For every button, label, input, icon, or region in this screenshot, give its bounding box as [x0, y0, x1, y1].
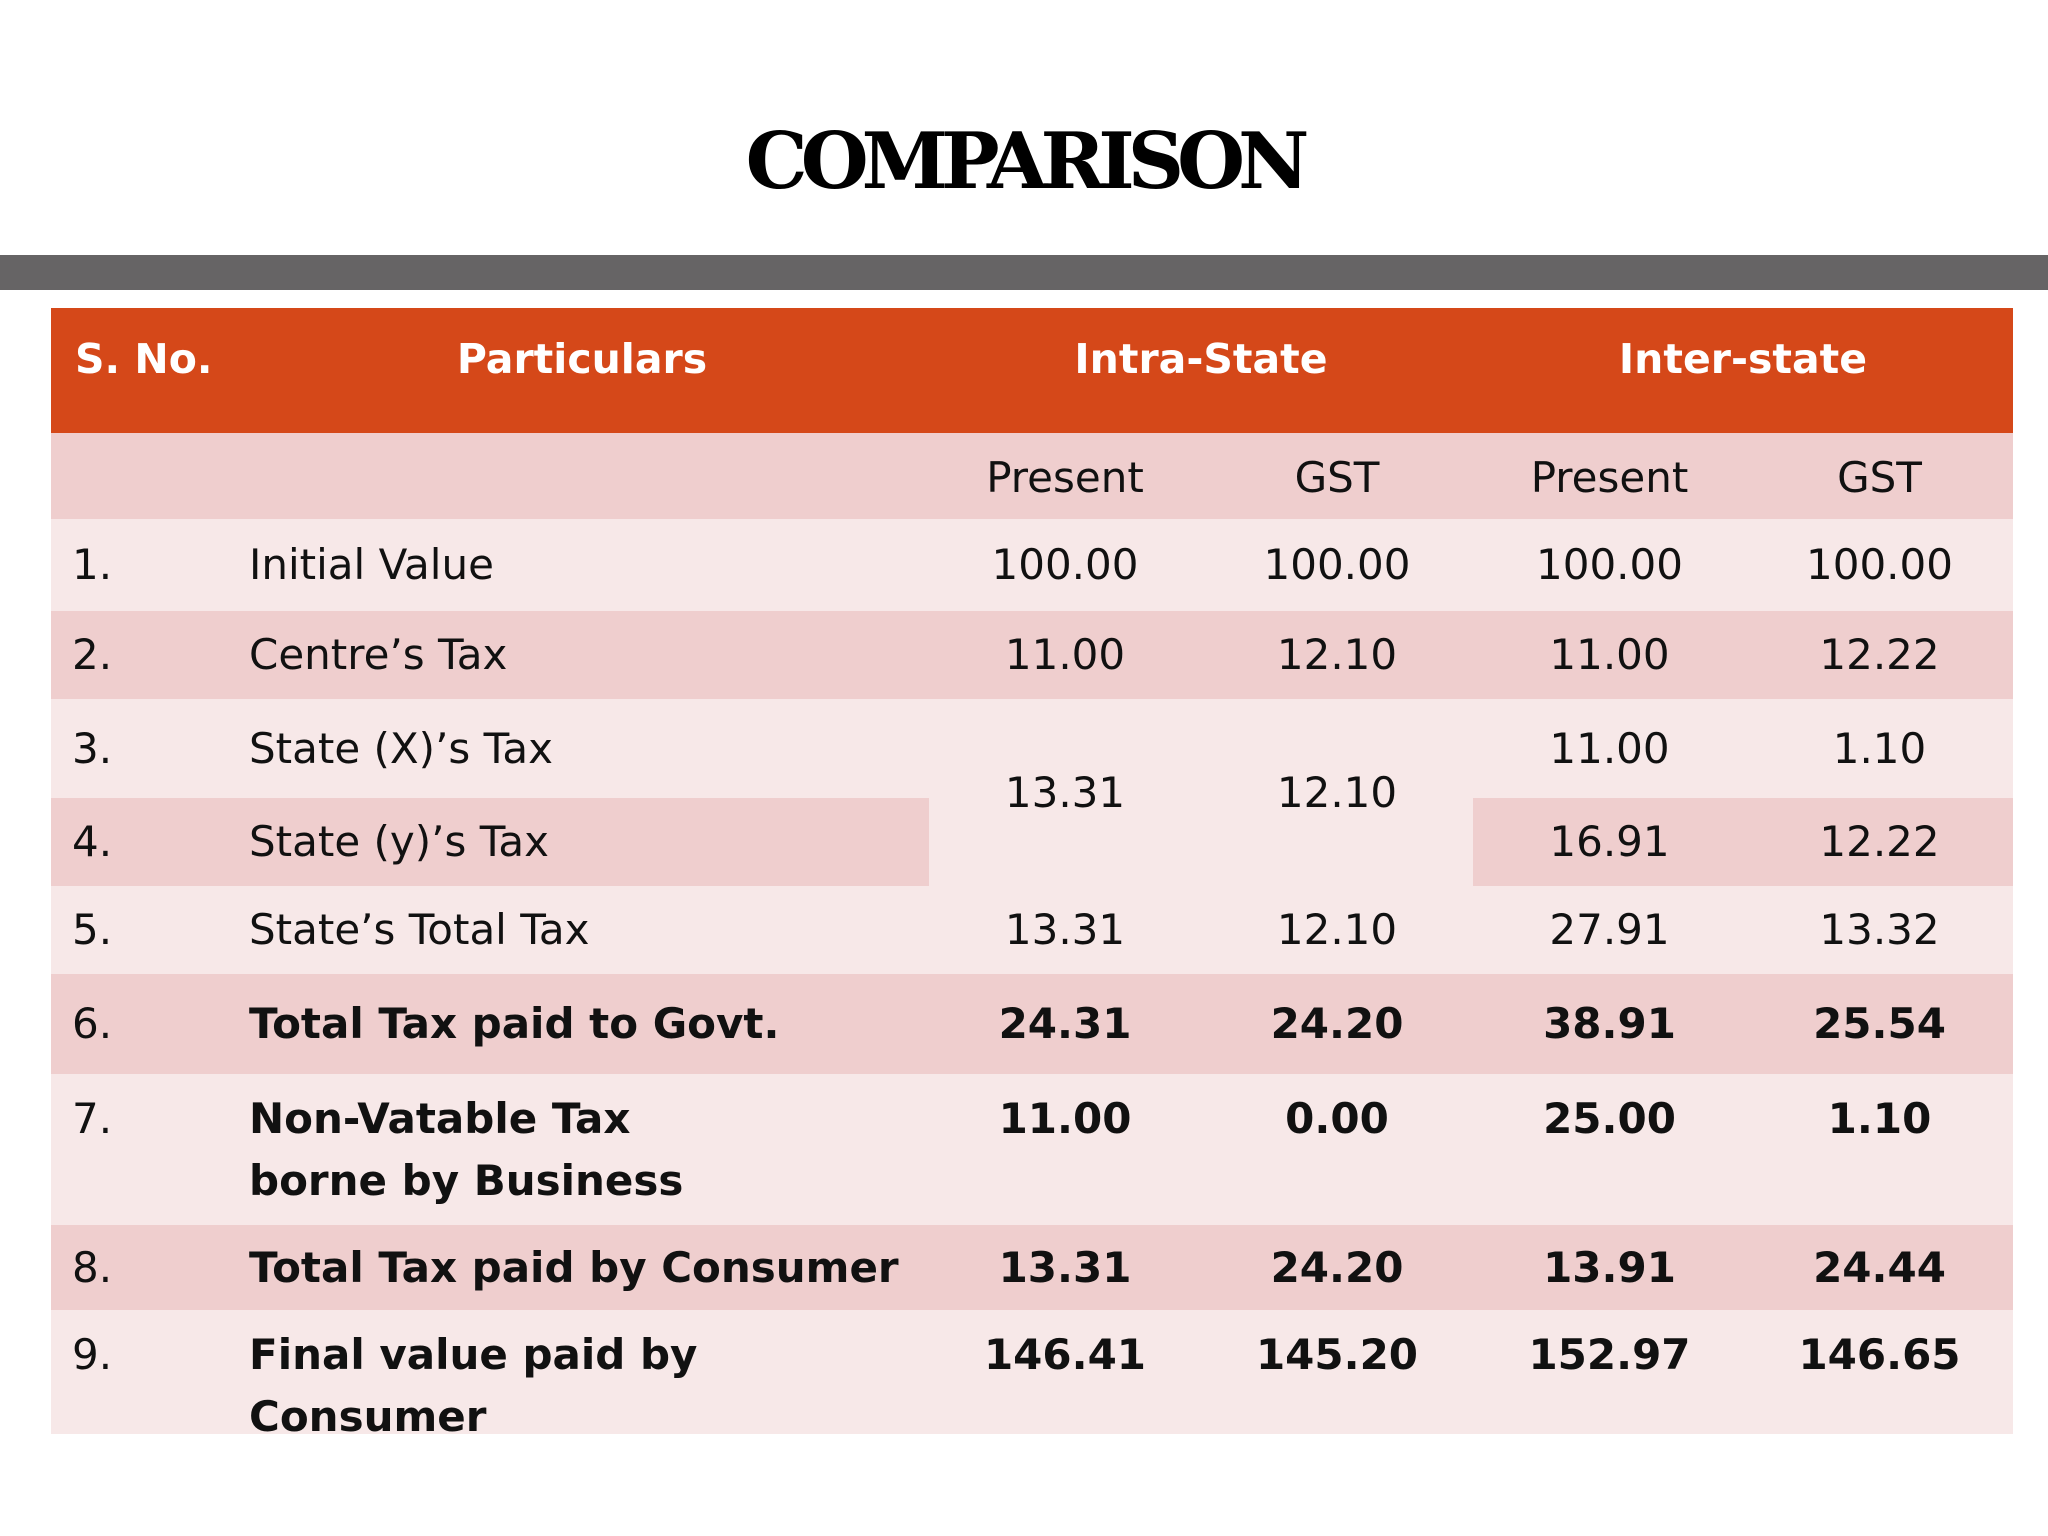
row-5-label: State’s Total Tax	[235, 886, 929, 974]
row-9-inter-gst: 146.65	[1746, 1310, 2013, 1434]
row-6-sno: 6.	[51, 974, 235, 1074]
row-5-inter-present: 27.91	[1473, 886, 1746, 974]
row-9-sno: 9.	[51, 1310, 235, 1434]
subheader-empty-particulars	[235, 433, 929, 519]
row-3-label: State (X)’s Tax	[235, 699, 929, 798]
subheader-intra-present: Present	[929, 433, 1201, 519]
row-5-intra-present: 13.31	[929, 886, 1201, 974]
row-1-label: Initial Value	[235, 519, 929, 611]
row-9-label: Final value paid by Consumer	[235, 1310, 929, 1441]
row-2-intra-present: 11.00	[929, 611, 1201, 699]
row-7-intra-gst: 0.00	[1201, 1074, 1473, 1225]
row-4-label: State (y)’s Tax	[235, 798, 929, 886]
row-7-inter-gst: 1.10	[1746, 1074, 2013, 1225]
row-2-intra-gst: 12.10	[1201, 611, 1473, 699]
row-8-sno: 8.	[51, 1225, 235, 1310]
row-5-inter-gst: 13.32	[1746, 886, 2013, 974]
row-1-intra-gst: 100.00	[1201, 519, 1473, 611]
header-inter-state: Inter-state	[1473, 308, 2013, 433]
row-2-inter-gst: 12.22	[1746, 611, 2013, 699]
row-9-intra-gst: 145.20	[1201, 1310, 1473, 1434]
subheader-inter-gst: GST	[1746, 433, 2013, 519]
row-8-intra-gst: 24.20	[1201, 1225, 1473, 1310]
comparison-table: S. No. Particulars Intra-State Inter-sta…	[51, 308, 2013, 1441]
row-6-inter-present: 38.91	[1473, 974, 1746, 1074]
row-5-intra-gst: 12.10	[1201, 886, 1473, 974]
slide-title: COMPARISON	[745, 116, 1310, 207]
title-divider-bar	[0, 255, 2048, 290]
row-7-inter-present: 25.00	[1473, 1074, 1746, 1225]
row-2-label: Centre’s Tax	[235, 611, 929, 699]
row-4-sno: 4.	[51, 798, 235, 886]
row-9-intra-present: 146.41	[929, 1310, 1201, 1434]
row-3-inter-present: 11.00	[1473, 699, 1746, 798]
row-3-sno: 3.	[51, 699, 235, 798]
row-1-inter-present: 100.00	[1473, 519, 1746, 611]
state-tax-merged-intra-present: 13.31	[929, 699, 1201, 886]
row-5-sno: 5.	[51, 886, 235, 974]
row-6-label: Total Tax paid to Govt.	[235, 974, 929, 1074]
row-8-label: Total Tax paid by Consumer	[235, 1225, 929, 1310]
state-tax-merged-intra-gst: 12.10	[1201, 699, 1473, 886]
row-1-inter-gst: 100.00	[1746, 519, 2013, 611]
row-7-sno: 7.	[51, 1074, 235, 1225]
row-2-inter-present: 11.00	[1473, 611, 1746, 699]
row-7-label: Non-Vatable Tax borne by Business	[235, 1074, 929, 1225]
row-6-intra-gst: 24.20	[1201, 974, 1473, 1074]
subheader-inter-present: Present	[1473, 433, 1746, 519]
row-3-inter-gst: 1.10	[1746, 699, 2013, 798]
row-2-sno: 2.	[51, 611, 235, 699]
row-9-inter-present: 152.97	[1473, 1310, 1746, 1434]
row-4-inter-present: 16.91	[1473, 798, 1746, 886]
row-4-inter-gst: 12.22	[1746, 798, 2013, 886]
row-6-inter-gst: 25.54	[1746, 974, 2013, 1074]
header-sno: S. No.	[51, 308, 235, 433]
row-8-inter-gst: 24.44	[1746, 1225, 2013, 1310]
subheader-intra-gst: GST	[1201, 433, 1473, 519]
row-6-intra-present: 24.31	[929, 974, 1201, 1074]
row-1-intra-present: 100.00	[929, 519, 1201, 611]
row-8-intra-present: 13.31	[929, 1225, 1201, 1310]
header-particulars: Particulars	[235, 308, 929, 433]
row-8-inter-present: 13.91	[1473, 1225, 1746, 1310]
row-7-intra-present: 11.00	[929, 1074, 1201, 1225]
row-1-sno: 1.	[51, 519, 235, 611]
header-intra-state: Intra-State	[929, 308, 1473, 433]
subheader-empty-sno	[51, 433, 235, 519]
